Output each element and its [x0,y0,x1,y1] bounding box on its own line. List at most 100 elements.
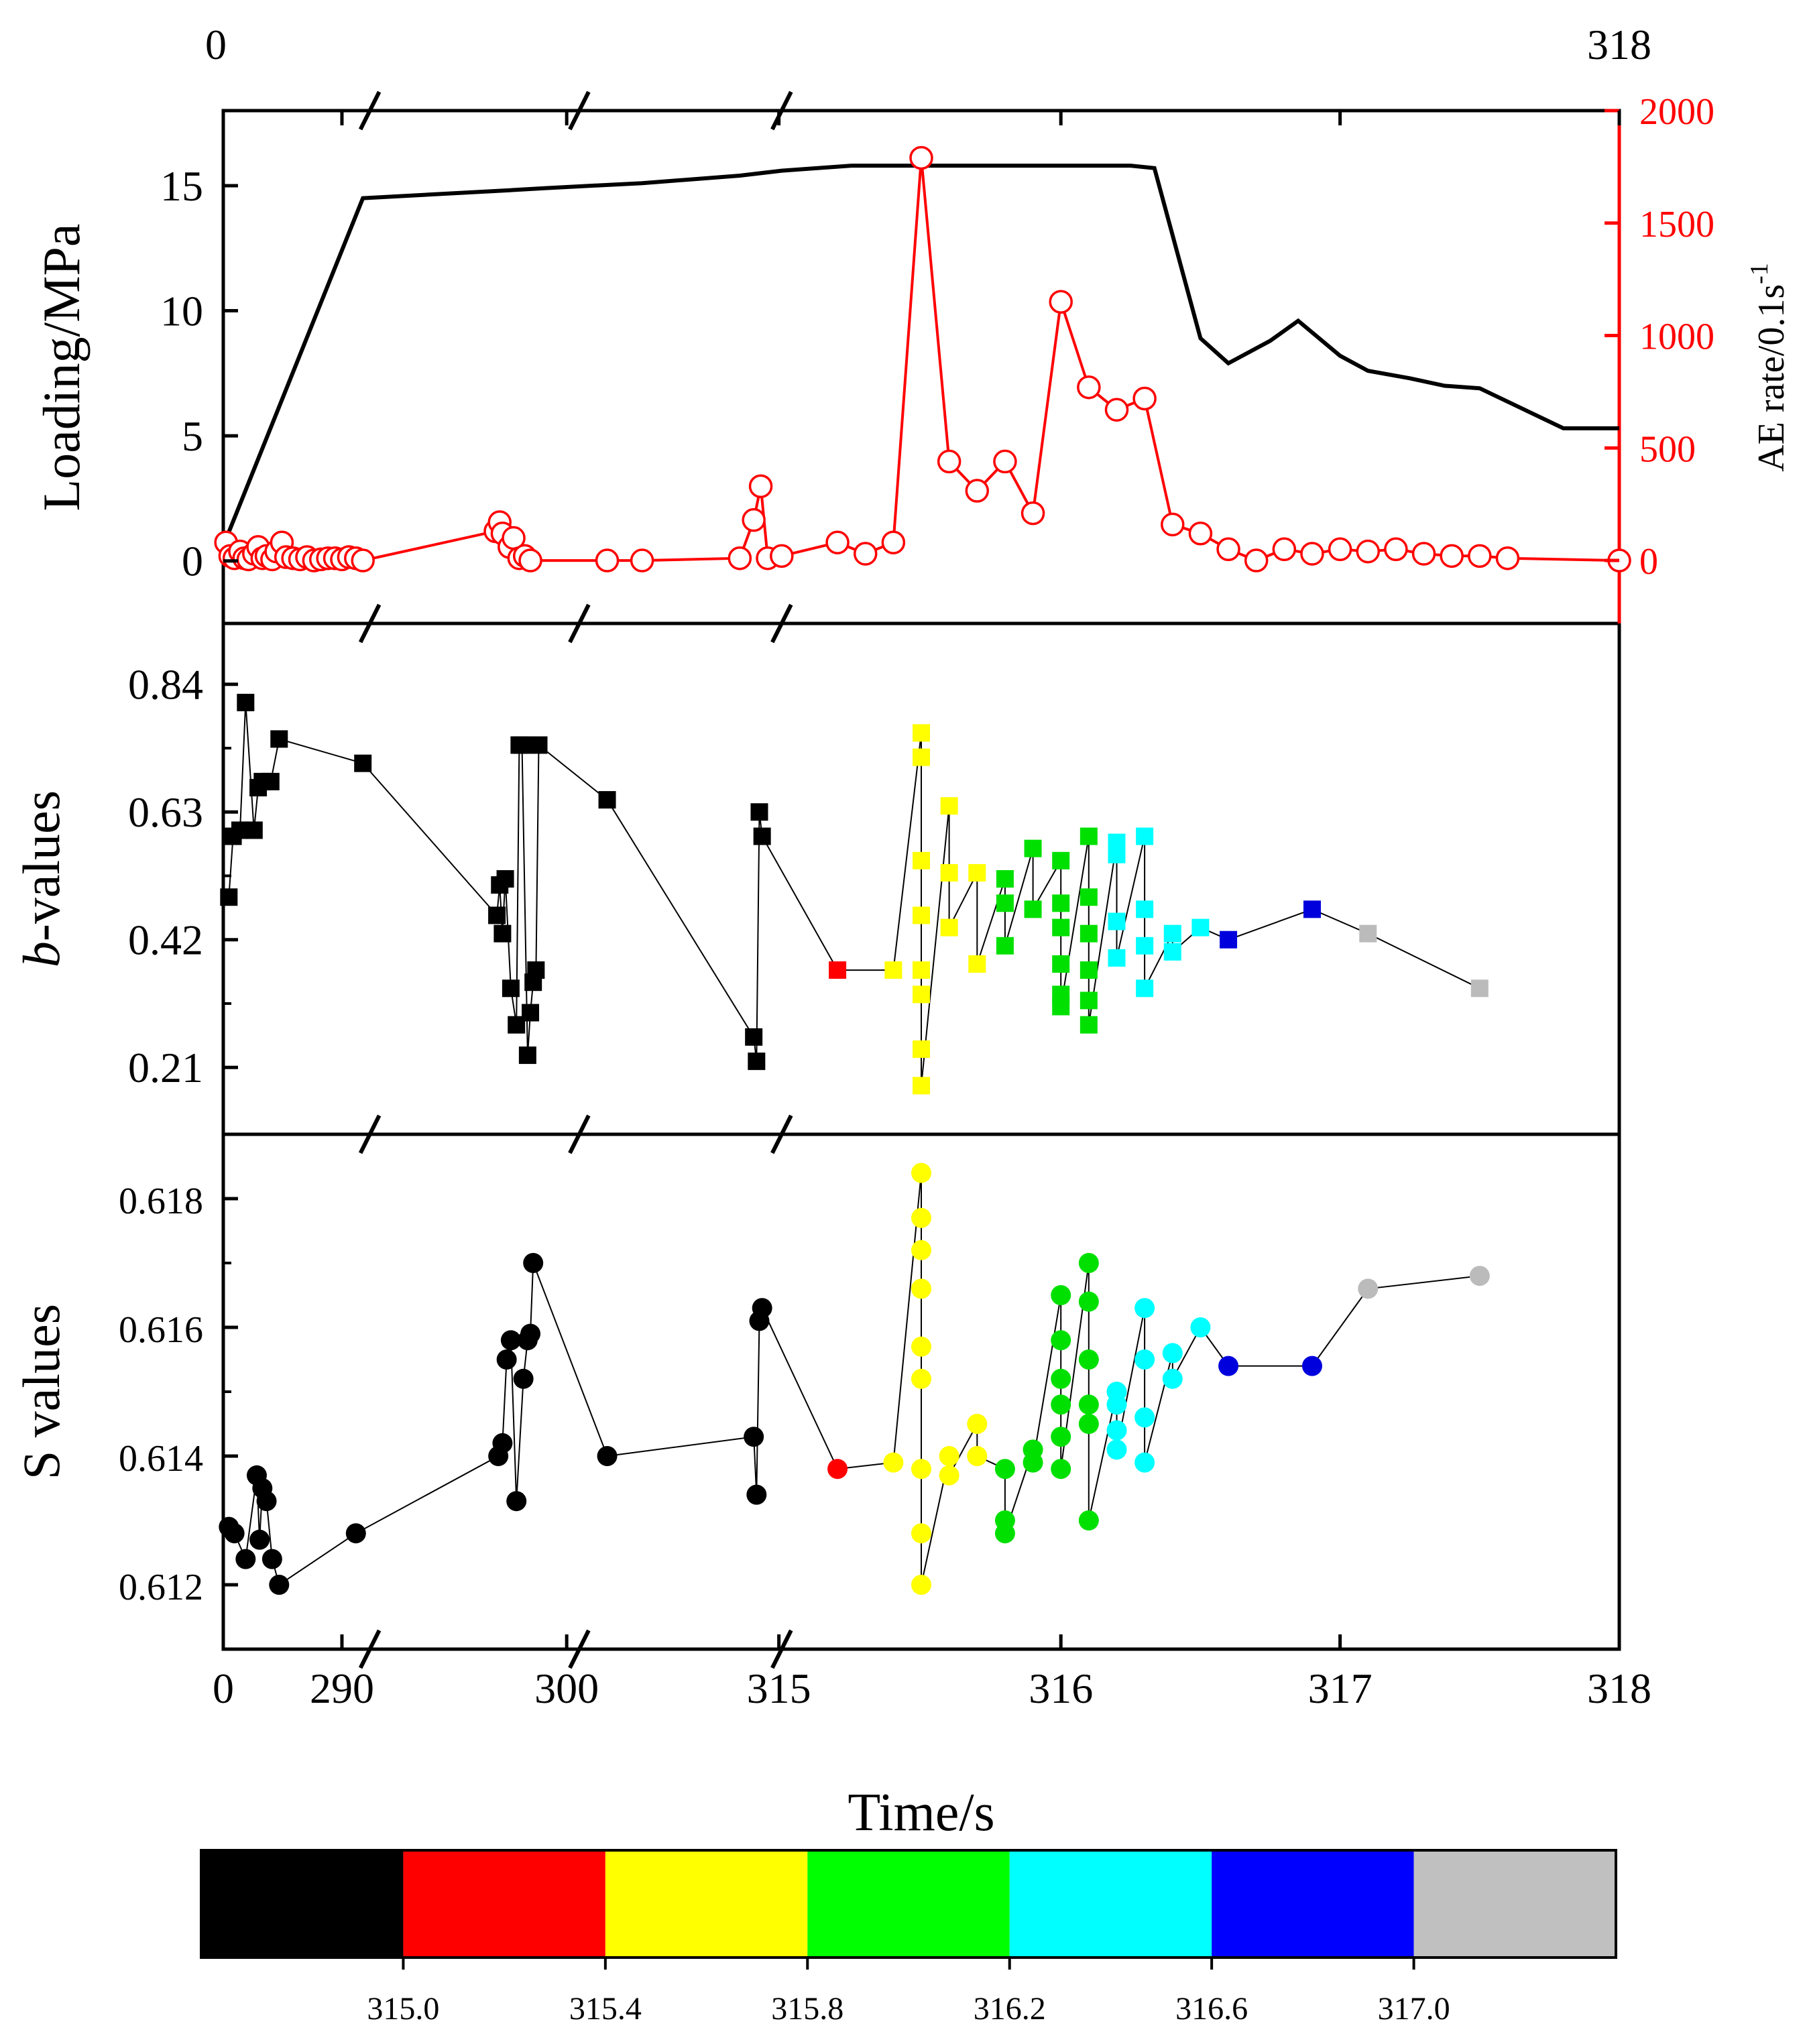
s-value-point [224,1523,245,1544]
ae-rate-point [909,145,933,170]
s-value-point [1162,1343,1183,1364]
s-value-point [261,1549,282,1569]
s-value-point [746,1484,767,1505]
colorbar-segment [1212,1850,1414,1958]
b-value-point [996,937,1014,955]
ae-rate-point [1384,537,1408,562]
s-value-point [1078,1253,1099,1273]
ae-rate-point [1244,548,1269,573]
top-y-axis-title: Loading/MPa [32,224,91,512]
b-value-point [940,797,958,815]
s-value-point [523,1253,544,1273]
top-axis-start-label: 0 [205,21,227,68]
s-value-point [911,1523,931,1544]
top-right-ytick-label: 0 [1639,541,1658,583]
xtick-label: 316 [1029,1665,1093,1712]
ae-rate-point [1161,512,1185,537]
s-value-point [1469,1266,1490,1286]
b-value-point [1136,900,1154,918]
s-value-point [345,1523,366,1544]
xtick-label: 300 [534,1665,599,1712]
b-value-point [1080,1016,1098,1034]
ae-rate-point [1356,539,1380,564]
b-value-point [913,851,930,869]
colorbar-tick-label: 315.4 [569,1991,642,2027]
b-value-point [598,791,616,809]
ae-rate-point [1440,544,1464,568]
b-value-point [496,870,514,888]
colorbar-frame [200,1849,1617,1959]
colorbar-segment [605,1850,808,1958]
b-value-point [261,772,280,790]
ae-rate-point [1300,542,1324,566]
s-value-point [1134,1298,1155,1319]
b-value-point [1191,918,1210,937]
b-value-point [1080,888,1098,906]
b-value-point [518,1046,536,1065]
s-value-point [1051,1285,1071,1305]
b-value-point [493,924,512,943]
s-value-point [911,1162,931,1183]
s-value-point [1301,1356,1322,1376]
b-value-point [270,730,288,748]
s-value-point [1134,1407,1155,1428]
ae-rate-point [748,474,773,499]
top-panel-frame [221,109,1621,625]
s-value-point [269,1575,290,1595]
ae-rate-point [1328,537,1352,562]
b-value-point [1108,949,1126,967]
colorbar-tick-label: 316.2 [974,1991,1046,2027]
b-value-point [237,693,255,711]
s-value-point [994,1523,1015,1544]
s-value-point [994,1459,1015,1480]
xtick-label: 318 [1587,1665,1651,1712]
axis-break-mark [770,1629,793,1669]
b-value-point [513,736,531,754]
xtick-label: 315 [747,1665,811,1712]
s-value-point [1051,1459,1071,1480]
s-value-point [1078,1414,1099,1434]
b-value-point [1052,851,1070,869]
b-italic: b [12,941,70,967]
b-value-point [1052,998,1070,1016]
s-values-line [228,1173,1480,1586]
b-value-point [488,906,506,924]
b-value-point [913,985,930,1004]
s-value-point [1134,1452,1155,1473]
b-value-point [1052,955,1070,973]
s-value-point [1023,1452,1043,1473]
b-value-point [1080,961,1098,979]
b-value-point [1052,918,1070,937]
top-right-ytick-label: 500 [1639,428,1696,470]
b-value-point [1136,979,1154,998]
b-value-point [1108,845,1126,863]
colorbar-tick-label: 316.6 [1175,1991,1248,2027]
top-right-ytick-label: 1000 [1639,316,1714,358]
b-value-point [527,961,545,979]
s-value-point [1106,1420,1127,1441]
s-value-point [1078,1510,1099,1530]
b-value-point [1080,924,1098,943]
s-value-point [1190,1317,1211,1337]
b-value-point [1080,827,1098,845]
s-value-point [967,1414,988,1434]
b-value-point [1470,979,1489,998]
b-value-point [1108,912,1126,930]
axis-break-mark [568,603,591,644]
s-value-point [939,1446,959,1466]
axis-break-mark [770,1114,793,1154]
ae-rate-point [1188,522,1213,546]
s-value-point [506,1491,527,1512]
s-value-point [744,1427,764,1447]
ytick-label: 0.42 [128,916,203,964]
ae-rate-point [518,548,542,573]
b-value-point [750,803,768,821]
b-value-point [1163,943,1181,961]
colorbar-segment [201,1850,404,1958]
ae-rate-point [1021,501,1045,526]
s-value-point [939,1465,959,1486]
b-value-point [530,736,548,754]
s-value-point [1218,1356,1239,1376]
top-axis-end-label: 318 [1587,21,1651,68]
s-value-point [911,1240,931,1260]
